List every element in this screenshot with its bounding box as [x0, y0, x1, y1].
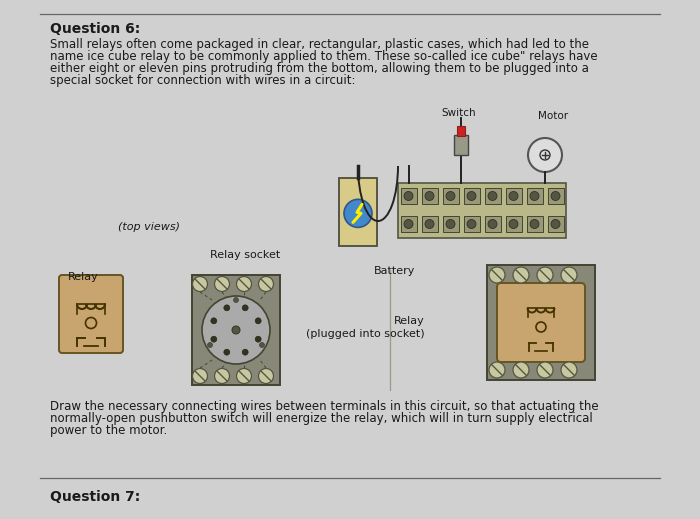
Circle shape	[193, 368, 207, 384]
FancyBboxPatch shape	[526, 216, 542, 232]
Circle shape	[530, 220, 539, 228]
Circle shape	[242, 349, 248, 355]
Circle shape	[193, 277, 207, 292]
Circle shape	[211, 336, 217, 342]
FancyBboxPatch shape	[398, 183, 566, 238]
Circle shape	[202, 296, 270, 364]
Circle shape	[489, 362, 505, 378]
Circle shape	[211, 318, 217, 324]
Circle shape	[561, 362, 577, 378]
Text: (top views): (top views)	[118, 222, 180, 232]
Text: Relay socket: Relay socket	[210, 250, 280, 260]
Circle shape	[258, 277, 274, 292]
Text: either eight or eleven pins protruding from the bottom, allowing them to be plug: either eight or eleven pins protruding f…	[50, 62, 589, 75]
FancyBboxPatch shape	[442, 188, 458, 204]
FancyBboxPatch shape	[457, 126, 465, 136]
Circle shape	[224, 349, 230, 355]
FancyBboxPatch shape	[505, 216, 522, 232]
Circle shape	[237, 368, 251, 384]
Text: Draw the necessary connecting wires between terminals in this circuit, so that a: Draw the necessary connecting wires betw…	[50, 400, 599, 413]
Circle shape	[489, 267, 505, 283]
FancyBboxPatch shape	[442, 216, 458, 232]
Text: Question 7:: Question 7:	[50, 490, 140, 504]
FancyBboxPatch shape	[400, 188, 416, 204]
Circle shape	[467, 220, 476, 228]
FancyBboxPatch shape	[547, 216, 564, 232]
Circle shape	[509, 192, 518, 200]
Circle shape	[509, 220, 518, 228]
FancyBboxPatch shape	[505, 188, 522, 204]
Circle shape	[561, 267, 577, 283]
FancyBboxPatch shape	[454, 135, 468, 155]
Text: Small relays often come packaged in clear, rectangular, plastic cases, which had: Small relays often come packaged in clea…	[50, 38, 589, 51]
FancyBboxPatch shape	[497, 283, 585, 362]
FancyBboxPatch shape	[59, 275, 123, 353]
Circle shape	[256, 336, 261, 342]
Text: Battery: Battery	[374, 266, 416, 276]
Circle shape	[237, 277, 251, 292]
Circle shape	[425, 220, 434, 228]
Circle shape	[260, 343, 265, 348]
Circle shape	[537, 267, 553, 283]
FancyBboxPatch shape	[526, 188, 542, 204]
Circle shape	[232, 326, 240, 334]
Circle shape	[446, 192, 455, 200]
Circle shape	[207, 343, 213, 348]
Text: power to the motor.: power to the motor.	[50, 424, 167, 437]
Circle shape	[530, 192, 539, 200]
Text: Relay
(plugged into socket): Relay (plugged into socket)	[307, 316, 425, 339]
Circle shape	[224, 305, 230, 311]
Text: normally-open pushbutton switch will energize the relay, which will in turn supp: normally-open pushbutton switch will ene…	[50, 412, 593, 425]
Circle shape	[537, 362, 553, 378]
Circle shape	[344, 199, 372, 227]
FancyBboxPatch shape	[487, 265, 595, 380]
Text: Question 6:: Question 6:	[50, 22, 140, 36]
Circle shape	[513, 267, 529, 283]
Circle shape	[488, 220, 497, 228]
Text: Switch: Switch	[442, 108, 476, 118]
Text: Motor: Motor	[538, 111, 568, 121]
Circle shape	[513, 362, 529, 378]
Text: name ice cube relay to be commonly applied to them. These so-called ice cube" re: name ice cube relay to be commonly appli…	[50, 50, 598, 63]
FancyBboxPatch shape	[463, 216, 480, 232]
Text: Relay: Relay	[68, 272, 99, 282]
FancyBboxPatch shape	[339, 178, 377, 246]
FancyBboxPatch shape	[192, 275, 280, 385]
Circle shape	[258, 368, 274, 384]
Circle shape	[234, 297, 239, 303]
Circle shape	[214, 368, 230, 384]
Circle shape	[488, 192, 497, 200]
Circle shape	[425, 192, 434, 200]
Text: special socket for connection with wires in a circuit:: special socket for connection with wires…	[50, 74, 356, 87]
Circle shape	[467, 192, 476, 200]
Circle shape	[242, 305, 248, 311]
FancyBboxPatch shape	[484, 188, 500, 204]
Circle shape	[256, 318, 261, 324]
FancyBboxPatch shape	[421, 188, 438, 204]
Circle shape	[404, 220, 413, 228]
FancyBboxPatch shape	[484, 216, 500, 232]
FancyBboxPatch shape	[421, 216, 438, 232]
Circle shape	[551, 220, 560, 228]
FancyBboxPatch shape	[547, 188, 564, 204]
Circle shape	[404, 192, 413, 200]
FancyBboxPatch shape	[400, 216, 416, 232]
Circle shape	[446, 220, 455, 228]
FancyBboxPatch shape	[463, 188, 480, 204]
Circle shape	[551, 192, 560, 200]
Circle shape	[528, 138, 562, 172]
Circle shape	[214, 277, 230, 292]
